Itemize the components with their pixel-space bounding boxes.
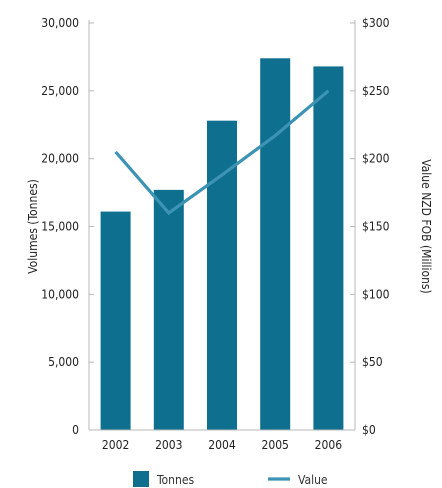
- y-axis-title-left: Volumes (Tonnes): [26, 179, 40, 274]
- y-tick-label-right: $150: [362, 220, 390, 234]
- bar-2004: [207, 120, 237, 431]
- y-tick-label-right: $250: [362, 84, 390, 98]
- bar-2005: [260, 58, 291, 430]
- x-tick-label: 2006: [315, 438, 343, 452]
- x-tick-label: 2003: [155, 438, 182, 452]
- y-tick-label-left: 15,000: [41, 220, 79, 234]
- x-tick-label: 2004: [208, 438, 236, 452]
- y-tick-label-right: $200: [362, 152, 390, 166]
- y-tick-label-left: 5,000: [48, 355, 79, 369]
- bar-2006: [313, 66, 344, 430]
- y-tick-label-left: 25,000: [41, 84, 79, 98]
- legend-label-tonnes: Tonnes: [156, 473, 194, 487]
- legend-label-value: Value: [298, 473, 328, 487]
- x-tick-label: 2005: [261, 438, 288, 452]
- y-tick-label-left: 10,000: [41, 287, 79, 301]
- legend-swatch-tonnes: [133, 471, 149, 487]
- y-tick-label-right: $50: [362, 355, 383, 369]
- x-tick-label: 2002: [102, 438, 129, 452]
- bar-2002: [100, 211, 131, 430]
- bar-2003: [153, 189, 184, 430]
- y-axis-title-right: Value NZD FOB (Millions): [419, 159, 433, 294]
- y-tick-label-left: 30,000: [41, 16, 79, 30]
- y-tick-label-left: 0: [72, 423, 79, 437]
- y-tick-label-right: $300: [362, 16, 390, 30]
- y-tick-label-right: $0: [362, 423, 376, 437]
- y-tick-label-left: 20,000: [41, 152, 79, 166]
- y-tick-label-right: $100: [362, 287, 390, 301]
